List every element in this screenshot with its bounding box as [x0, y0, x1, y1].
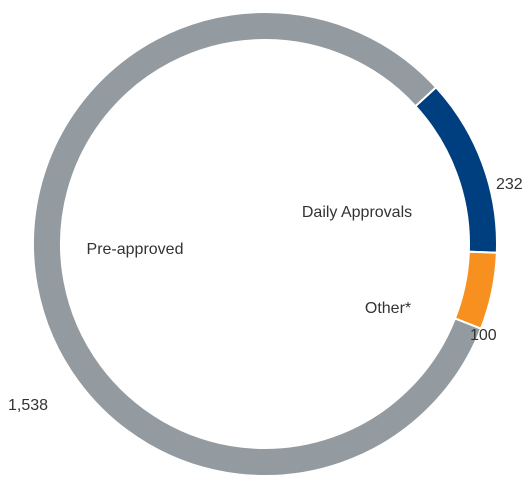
slice-label: Daily Approvals [302, 204, 412, 221]
donut-slice [32, 11, 483, 478]
donut-slice [413, 85, 498, 254]
donut-slice [453, 250, 498, 331]
value-label: 232 [496, 176, 523, 193]
slice-label: Other* [365, 300, 411, 317]
value-label: 1,538 [8, 397, 48, 414]
value-label: 100 [470, 327, 497, 344]
slice-label: Pre-approved [87, 241, 184, 258]
